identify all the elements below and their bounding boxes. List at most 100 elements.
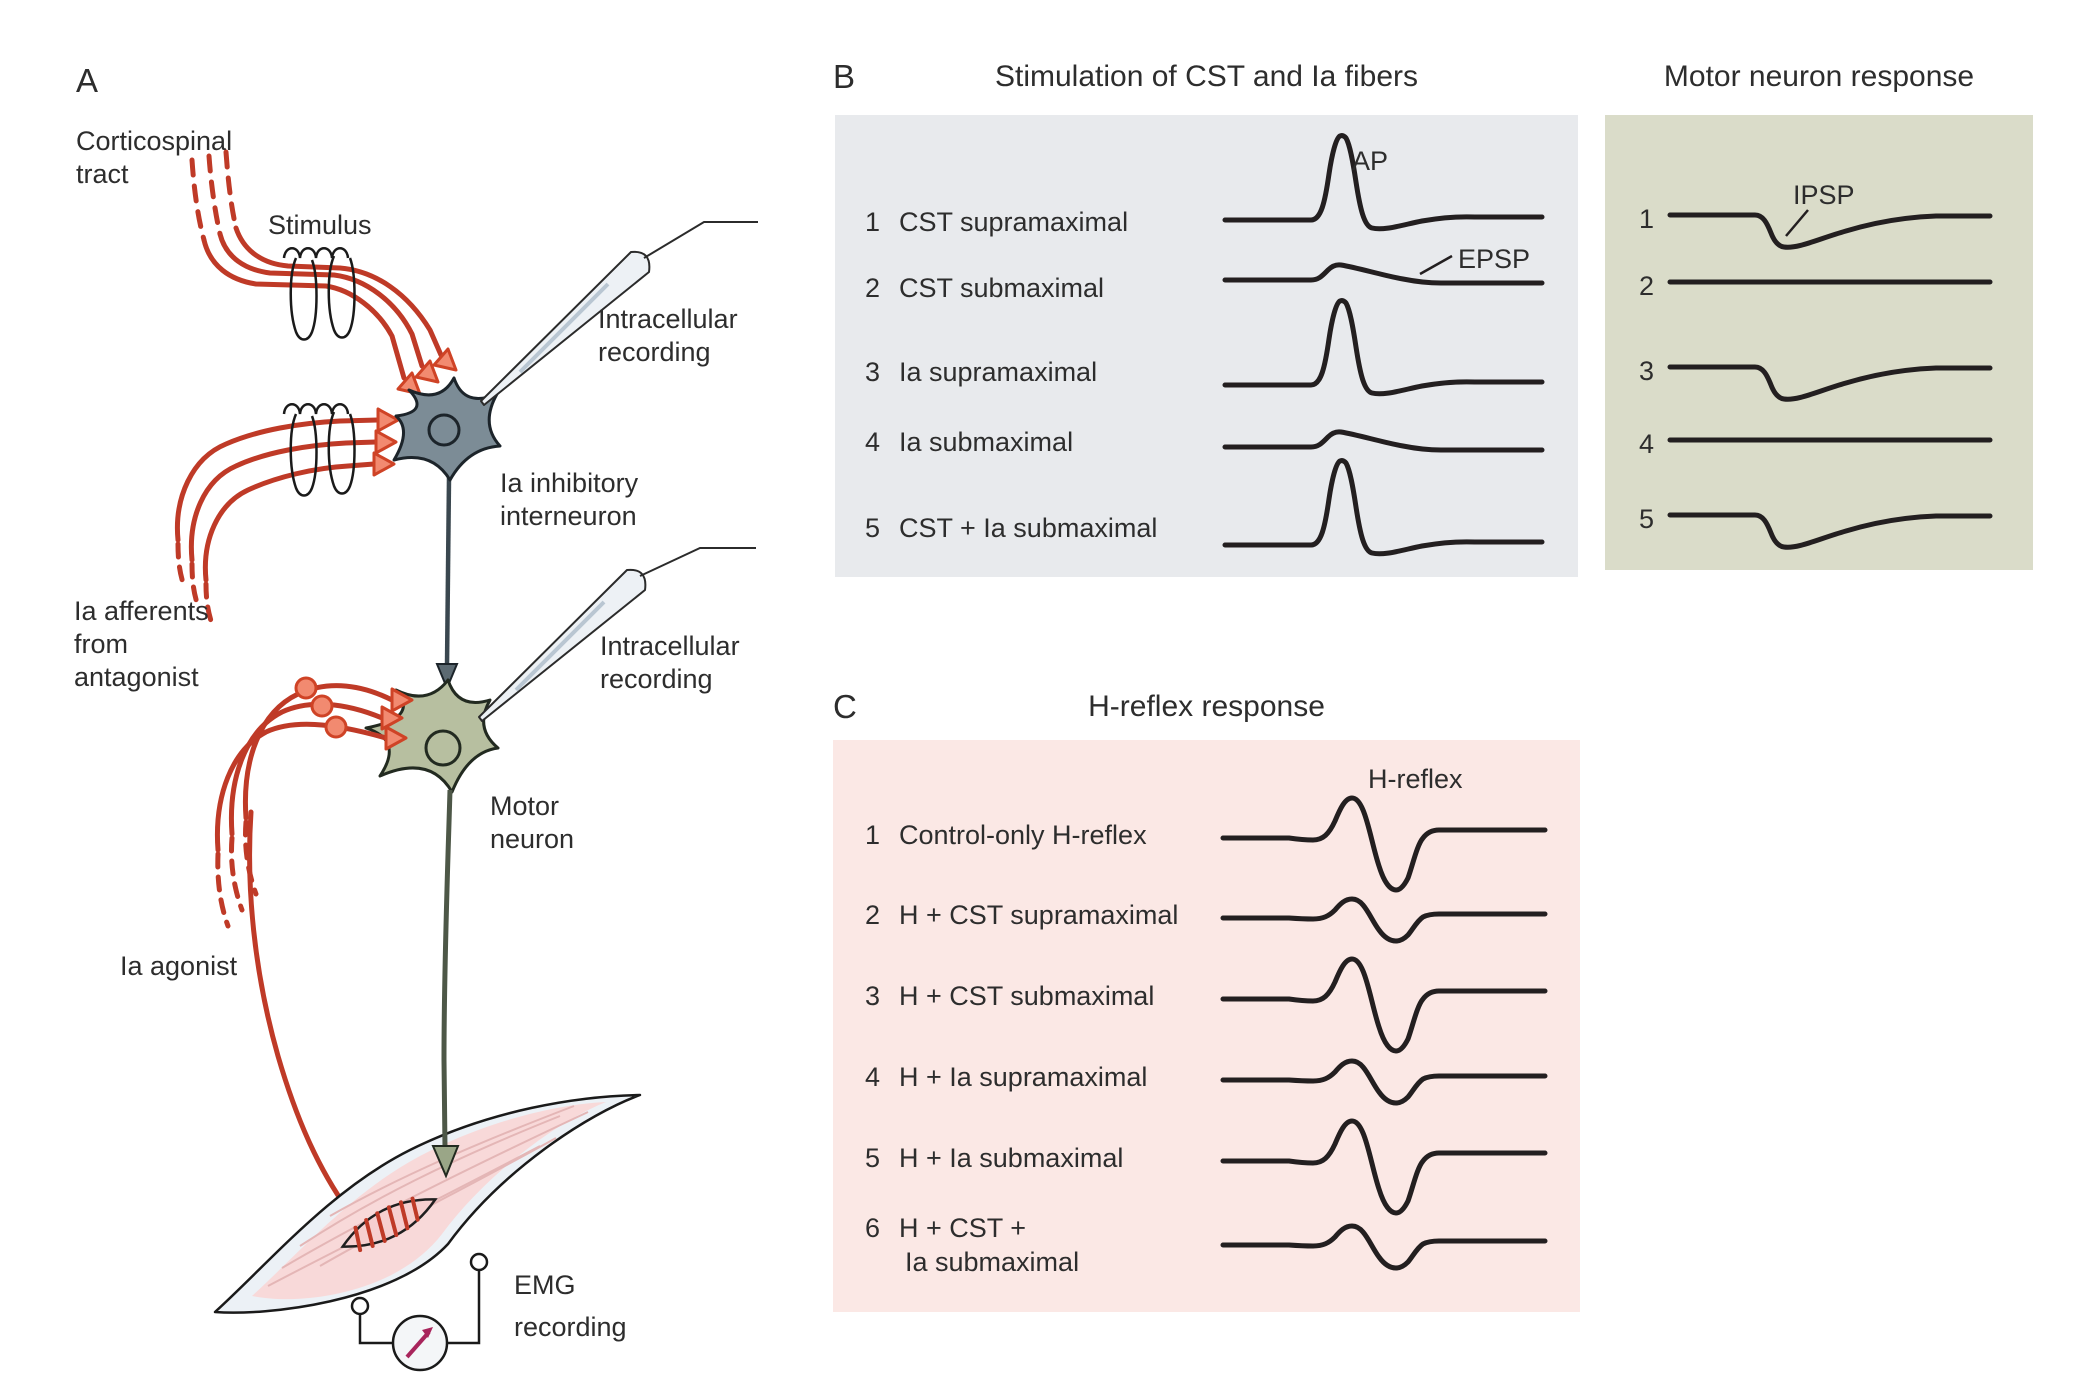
row-number: 4 bbox=[1639, 429, 1655, 459]
panel-a-letter: A bbox=[76, 62, 98, 99]
trace-small bbox=[1220, 896, 1548, 944]
trace-ap bbox=[1222, 458, 1545, 557]
panel-c-box: 1 Control-only H-reflex 2 H + CST supramaxi… bbox=[833, 740, 1580, 1312]
trace-ipsp bbox=[1667, 212, 1993, 250]
panel-b-title: Stimulation of CST and Ia fibers bbox=[995, 60, 1418, 93]
ia-afferents-label-3: antagonist bbox=[74, 662, 199, 692]
trace-ap bbox=[1222, 133, 1545, 232]
trace-epsp bbox=[1222, 429, 1545, 453]
trace-small bbox=[1220, 1058, 1548, 1106]
motor-panel-title: Motor neuron response bbox=[1663, 60, 1975, 93]
panel-b-letter: B bbox=[833, 58, 856, 95]
ia-agonist-fibers bbox=[214, 683, 395, 1213]
trace-plot bbox=[1222, 133, 1545, 557]
motor-panel-box: 1 2 3 4 5 bbox=[1605, 115, 2033, 570]
row-number: 4 bbox=[865, 1062, 881, 1092]
row-number: 2 bbox=[865, 273, 881, 303]
motor-axon bbox=[431, 789, 460, 1179]
row-label: Ia supramaximal bbox=[899, 357, 1098, 387]
stimulus-label: Stimulus bbox=[268, 210, 372, 240]
emg-recording-label-2: recording bbox=[514, 1312, 627, 1342]
row-number: 5 bbox=[865, 513, 881, 543]
ia-agonist-long-fiber bbox=[247, 809, 351, 1213]
row-number: 5 bbox=[865, 1143, 881, 1173]
interneuron-axon bbox=[435, 477, 459, 691]
panel-a-figure: A Corticospinal tract Stimulus Intracell… bbox=[74, 62, 758, 1372]
hreflex-annotation: H-reflex bbox=[1368, 764, 1463, 794]
row-number: 2 bbox=[865, 900, 881, 930]
trace-large bbox=[1220, 1118, 1548, 1216]
row-number: 1 bbox=[1639, 204, 1655, 234]
row-number: 5 bbox=[1639, 504, 1655, 534]
row-label: H + CST + bbox=[899, 1213, 1027, 1243]
trace-epsp bbox=[1222, 262, 1545, 286]
row-label: H + Ia submaximal bbox=[899, 1143, 1124, 1173]
muscle-spindle bbox=[340, 1196, 438, 1253]
row-number: 6 bbox=[865, 1213, 881, 1243]
row-label: H + CST submaximal bbox=[899, 981, 1155, 1011]
stimulus-coil-2-icon bbox=[282, 403, 356, 497]
row-number: 2 bbox=[1639, 271, 1655, 301]
ia-agonist-synapse-terminals-icon bbox=[380, 687, 414, 751]
ia-afferents-label-2: from bbox=[74, 629, 128, 659]
interneuron-nucleus bbox=[427, 413, 461, 447]
motor-neuron-label-2: neuron bbox=[490, 824, 574, 854]
ipsp-pointer-line bbox=[1785, 209, 1809, 237]
row-label: H + CST supramaximal bbox=[899, 900, 1179, 930]
stimulus-coil-1-icon bbox=[282, 247, 356, 341]
corticospinal-tract-label-2: tract bbox=[76, 159, 129, 189]
intracellular-recording-1-label-2: recording bbox=[598, 337, 711, 367]
panel-c-letter: C bbox=[833, 688, 857, 725]
trace-large bbox=[1220, 956, 1548, 1054]
row-label: H + Ia supramaximal bbox=[899, 1062, 1148, 1092]
row-number: 1 bbox=[865, 820, 881, 850]
motor-neuron-nucleus bbox=[424, 729, 462, 767]
row-number: 3 bbox=[865, 357, 881, 387]
row-number: 4 bbox=[865, 427, 881, 457]
intracellular-recording-1-label: Intracellular bbox=[598, 304, 738, 334]
trace-ipsp bbox=[1667, 512, 1993, 550]
recording-electrode-1-icon bbox=[480, 221, 758, 406]
epsp-pointer-line bbox=[1419, 254, 1453, 276]
panel-b-box: 1 CST supramaximal 2 CST submaximal 3 Ia supr… bbox=[835, 115, 1578, 577]
ia-inhibitory-interneuron-cell bbox=[392, 376, 502, 482]
corticospinal-tract-label: Corticospinal bbox=[76, 126, 232, 156]
emg-meter-icon bbox=[350, 1252, 489, 1372]
corticospinal-fibers bbox=[189, 149, 444, 381]
motor-neuron-label: Motor bbox=[490, 791, 559, 821]
row-label: Ia submaximal bbox=[899, 427, 1074, 457]
panel-c-title: H-reflex response bbox=[1088, 690, 1325, 723]
row-label: Control-only H-reflex bbox=[899, 820, 1147, 850]
ipsp-annotation: IPSP bbox=[1793, 180, 1855, 210]
ap-annotation: AP bbox=[1352, 146, 1389, 176]
spindle-annulospiral-icon bbox=[353, 1196, 420, 1253]
trace-plot bbox=[1220, 795, 1548, 1271]
ia-afferent-synapse-terminals-icon bbox=[372, 407, 400, 477]
motor-neuron-cell bbox=[364, 678, 500, 794]
ia-afferents-label: Ia afferents bbox=[74, 596, 209, 626]
row-label: CST supramaximal bbox=[899, 207, 1129, 237]
emg-recording-label: EMG bbox=[514, 1270, 576, 1300]
intracellular-recording-2-label: Intracellular bbox=[600, 631, 740, 661]
ia-inhibitory-interneuron-label: Ia inhibitory bbox=[500, 468, 639, 498]
epsp-annotation: EPSP bbox=[1458, 244, 1531, 274]
trace-small bbox=[1220, 1223, 1548, 1271]
ia-inhibitory-interneuron-label-2: interneuron bbox=[500, 501, 637, 531]
ia-agonist-boutons-icon bbox=[294, 676, 348, 739]
row-number: 3 bbox=[1639, 356, 1655, 386]
trace-large bbox=[1220, 795, 1548, 893]
trace-plot bbox=[1667, 212, 1993, 550]
row-number: 3 bbox=[865, 981, 881, 1011]
intracellular-recording-2-label-2: recording bbox=[600, 664, 713, 694]
row-label: CST submaximal bbox=[899, 273, 1105, 303]
recording-electrode-2-icon bbox=[478, 547, 756, 722]
row-label: CST + Ia submaximal bbox=[899, 513, 1158, 543]
row-number: 1 bbox=[865, 207, 881, 237]
trace-ap bbox=[1222, 298, 1545, 397]
trace-ipsp bbox=[1667, 364, 1993, 402]
ia-agonist-label: Ia agonist bbox=[120, 951, 238, 981]
muscle bbox=[213, 1093, 642, 1314]
row-label: Ia submaximal bbox=[905, 1247, 1080, 1277]
ia-afferent-fibers bbox=[174, 417, 381, 627]
